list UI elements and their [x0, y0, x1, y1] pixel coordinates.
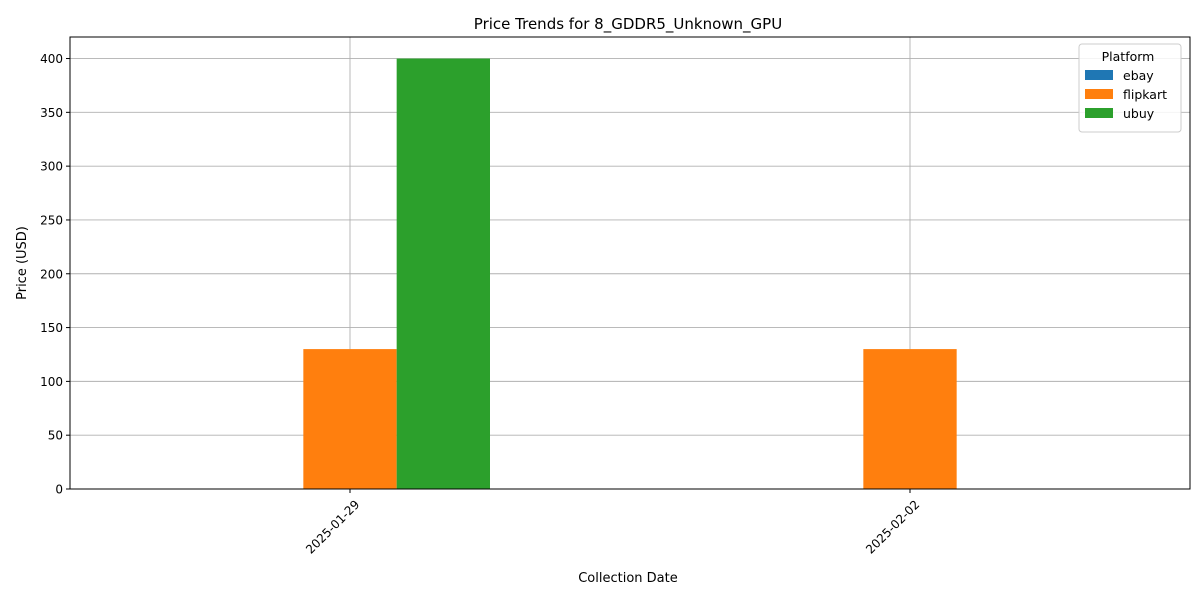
legend-label-ubuy: ubuy	[1123, 106, 1155, 121]
y-axis-ticks: 0 50 100 150 200 250 300 350 400	[40, 52, 70, 497]
legend-swatch-ebay	[1085, 70, 1113, 80]
legend: Platform ebay flipkart ubuy	[1078, 43, 1182, 133]
legend-swatch-flipkart	[1085, 89, 1113, 99]
y-tick-label: 400	[40, 52, 63, 66]
legend-label-ebay: ebay	[1123, 68, 1154, 83]
bars	[303, 58, 957, 490]
legend-items: ebay flipkart ubuy	[1085, 68, 1167, 121]
bar-ubuy-2025-01-29	[396, 58, 490, 490]
plot-frame	[69, 36, 1191, 490]
y-axis-label: Price (USD)	[15, 226, 30, 300]
chart-title: Price Trends for 8_GDDR5_Unknown_GPU	[474, 15, 782, 34]
y-tick-label: 350	[40, 106, 63, 120]
x-tick-label: 2025-01-29	[303, 497, 362, 556]
grid-lines	[70, 37, 1190, 490]
x-axis-ticks: 2025-01-29 2025-02-02	[303, 489, 922, 557]
y-tick-label: 150	[40, 321, 63, 335]
x-axis-label: Collection Date	[578, 571, 678, 586]
y-tick-label: 50	[48, 429, 63, 443]
legend-label-flipkart: flipkart	[1123, 87, 1167, 102]
y-tick-label: 0	[55, 483, 63, 497]
y-tick-label: 300	[40, 160, 63, 174]
legend-swatch-ubuy	[1085, 108, 1113, 118]
y-tick-label: 250	[40, 213, 63, 227]
bar-flipkart-2025-02-02	[863, 349, 957, 489]
x-tick-label: 2025-02-02	[863, 497, 922, 556]
y-tick-label: 200	[40, 267, 63, 281]
bar-flipkart-2025-01-29	[303, 349, 397, 489]
legend-title: Platform	[1102, 49, 1155, 64]
y-tick-label: 100	[40, 375, 63, 389]
